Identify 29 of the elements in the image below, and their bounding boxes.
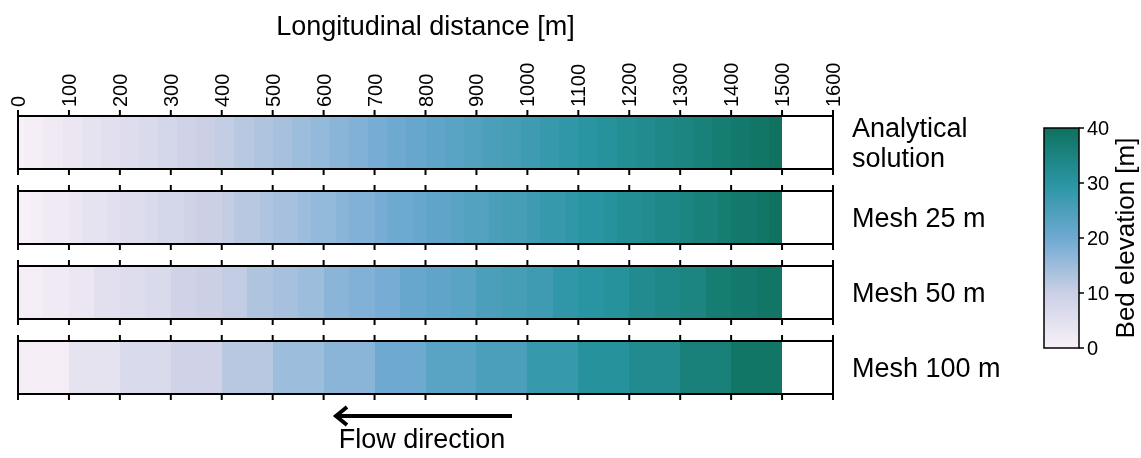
x-tick-label: 1300 bbox=[669, 62, 692, 107]
y-tick-label: Analytical solution bbox=[852, 112, 968, 173]
color-bar-label: 20 bbox=[1087, 227, 1110, 249]
x-tick-label: 1000 bbox=[516, 62, 539, 107]
x-tick-label: 700 bbox=[363, 73, 386, 107]
y-tick-label: Mesh 100 m bbox=[852, 352, 1001, 383]
x-tick-label: 800 bbox=[414, 73, 437, 107]
x-tick-label: 100 bbox=[57, 73, 80, 107]
x-tick-label: 1200 bbox=[618, 62, 641, 107]
x-tick-label: 1100 bbox=[567, 63, 590, 107]
x-tick-label: 0 bbox=[7, 95, 29, 107]
x-tick-label: 500 bbox=[261, 73, 284, 107]
color-bar-label: 0 bbox=[1087, 337, 1099, 359]
color-bar-title: Bed elevation [m] bbox=[1110, 137, 1140, 339]
color-bar-label: 40 bbox=[1087, 117, 1110, 139]
x-tick-label: 200 bbox=[108, 73, 131, 107]
x-tick-label: 1600 bbox=[822, 62, 844, 107]
x-tick-label: 600 bbox=[312, 73, 335, 107]
color-bar-label: 30 bbox=[1087, 172, 1110, 194]
y-tick-label: Mesh 50 m bbox=[852, 277, 986, 308]
x-tick-label: 300 bbox=[159, 73, 182, 107]
x-tick-label: 900 bbox=[465, 73, 488, 107]
x-tick-label: 1400 bbox=[720, 62, 743, 107]
x-axis-title: Longitudinal distance [m] bbox=[276, 11, 575, 41]
text: Flow direction bbox=[338, 424, 506, 454]
color-bar-label: 10 bbox=[1087, 282, 1110, 304]
x-tick-label: 400 bbox=[210, 73, 233, 107]
y-tick-label: Mesh 25 m bbox=[852, 202, 986, 233]
x-tick-label: 1500 bbox=[771, 62, 794, 107]
